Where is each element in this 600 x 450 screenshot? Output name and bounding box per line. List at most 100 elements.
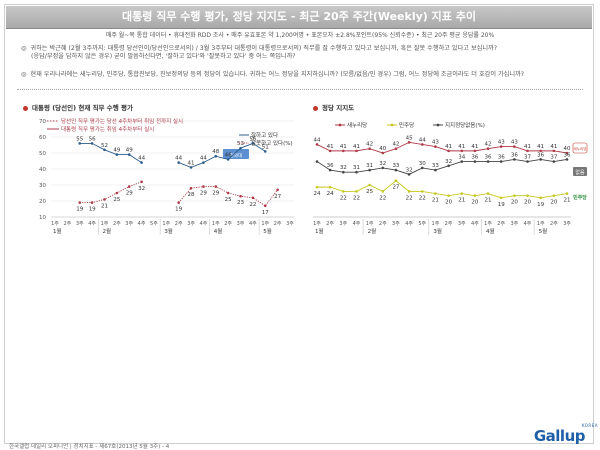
data-point [251, 196, 255, 200]
data-label: 25 [113, 197, 120, 203]
x-tick-label: 3주 [286, 221, 294, 227]
legend-marker [338, 123, 342, 127]
data-point [328, 185, 332, 189]
data-point [90, 142, 94, 145]
x-tick-label: 2주 [497, 221, 505, 227]
x-tick-label: 4주 [471, 221, 479, 227]
data-label: 20 [511, 200, 518, 206]
blue-house-icon [223, 149, 249, 159]
data-point [473, 149, 477, 153]
bullet-icon: ◎ [21, 45, 27, 52]
data-point [447, 194, 450, 197]
data-point [486, 192, 490, 195]
data-label: 43 [511, 140, 518, 146]
data-label: 45 [406, 135, 413, 141]
data-label: 17 [262, 210, 269, 216]
data-point [486, 147, 490, 151]
approval-chart: 1주 2주 3주 4주 1주 2주 3주 4주 5주 1주 2주 3주 4주 1주 2주 3주 4주 1주 2주 3주… [39, 117, 294, 235]
data-point [420, 190, 424, 193]
data-point [473, 160, 477, 163]
data-point [565, 158, 569, 161]
data-label: 42 [366, 142, 373, 148]
data-label: 44 [138, 156, 145, 162]
data-label: 20 [550, 200, 557, 206]
data-point [407, 173, 411, 176]
data-point [368, 183, 371, 187]
data-label: 51 [262, 144, 269, 150]
data-label: 46 [225, 152, 232, 158]
data-label: 22 [340, 195, 347, 201]
data-point [420, 143, 424, 146]
data-label: 19 [537, 202, 544, 208]
data-point [526, 160, 529, 163]
data-label: 44 [419, 137, 426, 143]
x-tick-label: 3주 [125, 221, 133, 227]
data-point [115, 153, 119, 156]
data-point [355, 149, 358, 153]
data-label: 37 [550, 155, 557, 161]
x-tick-label: 4주 [88, 221, 96, 227]
y-tick-label: 50 [39, 151, 46, 157]
data-label: 19 [89, 207, 96, 213]
data-point [115, 191, 119, 195]
data-point [434, 145, 437, 148]
data-label: 36 [537, 152, 544, 158]
data-point [526, 194, 529, 197]
data-point [539, 196, 542, 200]
question-1-followup: (응답/부정을 답하지 않은 경우) 굳이 말씀하신다면, '잘하고 있다'와 … [31, 53, 296, 60]
data-label: 49 [126, 148, 133, 154]
data-label: 43 [498, 140, 505, 146]
data-label: 42 [392, 142, 399, 148]
data-label: 41 [188, 160, 195, 166]
data-point [140, 180, 143, 184]
x-tick-label: 4주 [200, 221, 208, 227]
x-tick-label: 4주 [138, 221, 146, 227]
data-point [394, 147, 398, 151]
data-point [447, 164, 450, 168]
x-tick-label: 2주 [224, 221, 232, 227]
saenuri-label: 새누리당 [574, 146, 588, 151]
y-tick-label: 40 [39, 167, 46, 173]
data-point [447, 149, 450, 153]
x-tick-label: 3주 [339, 221, 347, 227]
bullet-dot-icon [23, 105, 28, 111]
data-point [460, 160, 464, 163]
x-tick-label: 1주 [162, 221, 170, 227]
x-tick-label: 4주 [353, 221, 361, 227]
data-point [202, 185, 205, 188]
data-label: 19 [175, 207, 182, 213]
data-label: 19 [76, 207, 83, 213]
data-point [226, 158, 230, 161]
data-point [328, 168, 332, 172]
data-label: 36 [498, 155, 505, 161]
none-badge [573, 167, 587, 176]
data-label: 56 [89, 136, 96, 142]
data-label: 29 [212, 191, 219, 197]
data-point [78, 142, 82, 145]
x-tick-label: 1주 [261, 221, 269, 227]
data-label: 21 [432, 198, 439, 204]
data-point [189, 186, 193, 190]
data-label: 28 [188, 192, 195, 198]
legend-label: 잘하고 있다 [251, 131, 278, 139]
data-label: 23 [237, 200, 244, 206]
data-point [565, 151, 569, 155]
x-tick-label: 4주 [405, 221, 413, 227]
month-label: 3월 [433, 227, 442, 235]
inset-label: 청와대 [230, 152, 242, 159]
data-label: 44 [175, 156, 182, 162]
data-label: 33 [392, 163, 399, 169]
data-point [328, 149, 332, 153]
legend-marker [436, 123, 440, 127]
data-label: 25 [366, 189, 373, 195]
data-point [539, 158, 542, 161]
data-point [368, 147, 371, 151]
question-1-text: 귀하는 박근혜 (2월 3주까지: 대통령 당선인이/당선인으로서의) / 3월… [30, 45, 498, 52]
data-point [90, 201, 94, 204]
data-label: 41 [445, 144, 452, 150]
gallup-logo: Gallup KOREA [533, 423, 598, 445]
data-label: 42 [485, 142, 492, 148]
x-tick-label: 2주 [326, 221, 334, 227]
data-label: 36 [511, 152, 518, 158]
data-label: 31 [366, 163, 373, 169]
